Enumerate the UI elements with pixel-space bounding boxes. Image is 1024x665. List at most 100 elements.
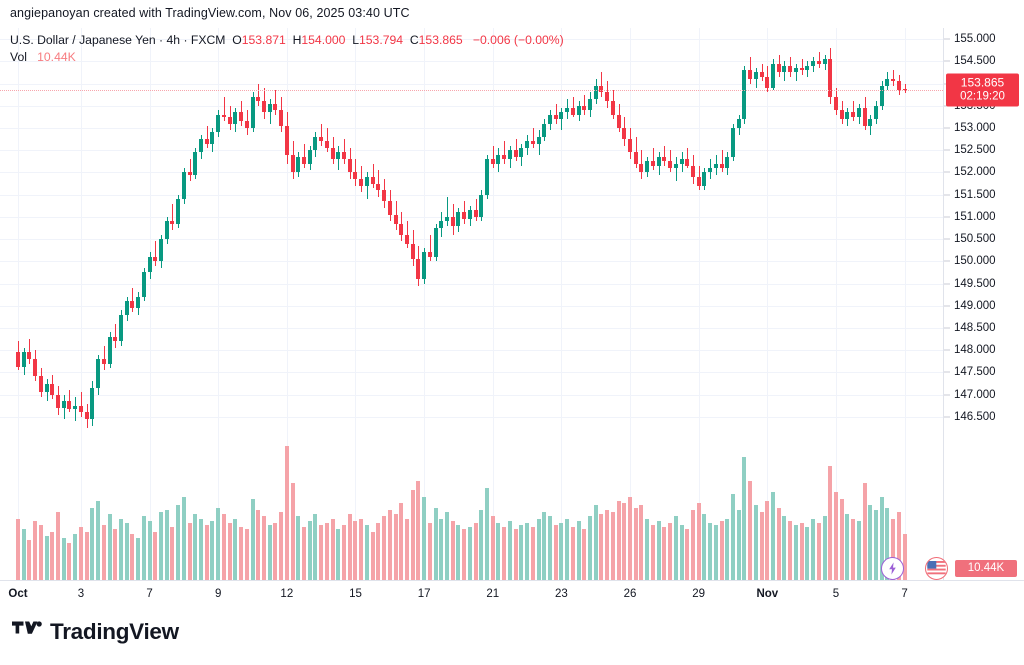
legend-high-key: H: [292, 33, 302, 47]
lightning-bolt-icon[interactable]: [881, 557, 904, 580]
volume-bar: [273, 522, 278, 580]
volume-bar: [502, 527, 507, 580]
volume-bar: [244, 529, 249, 580]
candle-body: [27, 352, 32, 360]
volume-bar: [324, 522, 329, 580]
candle-body: [96, 359, 101, 388]
candle-body: [336, 152, 341, 160]
volume-bar: [159, 511, 163, 580]
chart-legend: U.S. Dollar / Japanese Yen · 4h · FXCM O…: [10, 32, 564, 66]
candle-body: [553, 114, 558, 120]
candle-body: [496, 154, 501, 164]
volume-bar: [204, 525, 209, 580]
time-axis[interactable]: Oct 3 7 9 12 15 17 21 23 26 29 Nov 5 7: [0, 580, 1024, 609]
candle-body: [21, 352, 26, 368]
candle-body: [742, 70, 747, 120]
candle-body: [204, 139, 209, 144]
volume-bar: [736, 509, 741, 580]
volume-bar: [874, 509, 878, 580]
bar-countdown: 02:19:20: [960, 90, 1005, 103]
volume-bar: [782, 516, 787, 580]
volume-bar: [73, 533, 78, 580]
volume-bar: [776, 507, 781, 580]
price-tick-dash: [944, 394, 950, 396]
price-tick-label: 149.000: [954, 299, 996, 312]
time-tick-label: 5: [832, 588, 840, 600]
grid-line-vertical: [561, 28, 563, 580]
candle-body: [422, 252, 427, 280]
time-tick-label: 21: [486, 588, 500, 600]
candle-body: [616, 114, 621, 128]
legend-low-key: L: [352, 33, 359, 47]
us-flag-icon[interactable]: [925, 557, 948, 580]
candle-body: [885, 79, 890, 86]
grid-line-horizontal: [0, 305, 943, 307]
grid-line-horizontal: [0, 194, 943, 196]
volume-bar: [456, 525, 461, 580]
volume-bar: [845, 514, 850, 580]
candle-wick: [344, 139, 346, 164]
candle-body: [650, 161, 655, 166]
grid-line-horizontal: [0, 61, 943, 63]
volume-bar: [38, 525, 43, 580]
candle-body: [633, 152, 638, 164]
volume-bar: [96, 500, 101, 580]
volume-bar: [479, 509, 484, 580]
volume-bar: [656, 520, 661, 580]
price-tick-dash: [944, 194, 950, 196]
volume-bar: [902, 534, 907, 580]
legend-interval[interactable]: 4h: [166, 33, 181, 47]
volume-bar: [702, 514, 707, 580]
volume-bar: [290, 483, 295, 580]
volume-bar: [227, 522, 232, 580]
candle-body: [164, 221, 169, 240]
price-axis[interactable]: 153.865 02:19:20 155.000154.500154.00015…: [943, 28, 1024, 580]
legend-change: −0.006 (−0.00%): [472, 33, 564, 47]
candle-body: [679, 159, 684, 164]
volume-bar: [759, 511, 764, 580]
volume-bar: [753, 505, 758, 580]
price-tick-label: 147.000: [954, 388, 996, 401]
volume-bar: [662, 527, 667, 580]
price-tick-label: 148.500: [954, 322, 996, 334]
candle-wick: [275, 90, 277, 115]
volume-bar: [61, 538, 66, 580]
volume-bar: [27, 540, 32, 580]
candle-body: [296, 156, 301, 173]
legend-symbol[interactable]: U.S. Dollar / Japanese Yen: [10, 33, 156, 47]
volume-bar: [153, 531, 158, 580]
grid-line-vertical: [218, 28, 220, 580]
price-tick-label: 152.000: [954, 166, 996, 179]
volume-bar: [450, 520, 455, 580]
volume-bar: [679, 525, 684, 580]
price-tick-dash: [944, 305, 950, 307]
volume-bar: [799, 522, 804, 580]
candle-wick: [304, 143, 305, 168]
last-price-line: [0, 89, 943, 91]
candle-body: [816, 61, 821, 64]
grid-line-vertical: [630, 28, 632, 580]
price-tick-dash: [944, 38, 950, 40]
candle-body: [690, 165, 695, 177]
candle-body: [485, 159, 490, 195]
price-tick-label: 149.500: [954, 277, 996, 290]
candle-wick: [321, 123, 323, 146]
volume-bar: [576, 520, 581, 580]
price-tick-label: 153.000: [954, 122, 996, 134]
candle-body: [130, 301, 135, 308]
volume-bar: [828, 465, 833, 580]
candle-body: [221, 114, 226, 117]
candle-body: [828, 59, 833, 97]
volume-bar: [599, 514, 604, 580]
price-tick-dash: [944, 171, 950, 173]
candle-body: [107, 336, 112, 365]
chart-plot-area[interactable]: [0, 28, 943, 580]
chart-frame: U.S. Dollar / Japanese Yen · 4h · FXCM O…: [0, 28, 1024, 609]
tradingview-logo[interactable]: TradingView: [12, 620, 179, 644]
volume-bar: [279, 511, 284, 580]
price-tick-label: 150.500: [954, 233, 996, 246]
candle-body: [342, 152, 347, 160]
grid-line-vertical: [835, 28, 837, 580]
time-tick-label: Nov: [756, 588, 779, 600]
legend-exchange[interactable]: FXCM: [190, 33, 226, 47]
